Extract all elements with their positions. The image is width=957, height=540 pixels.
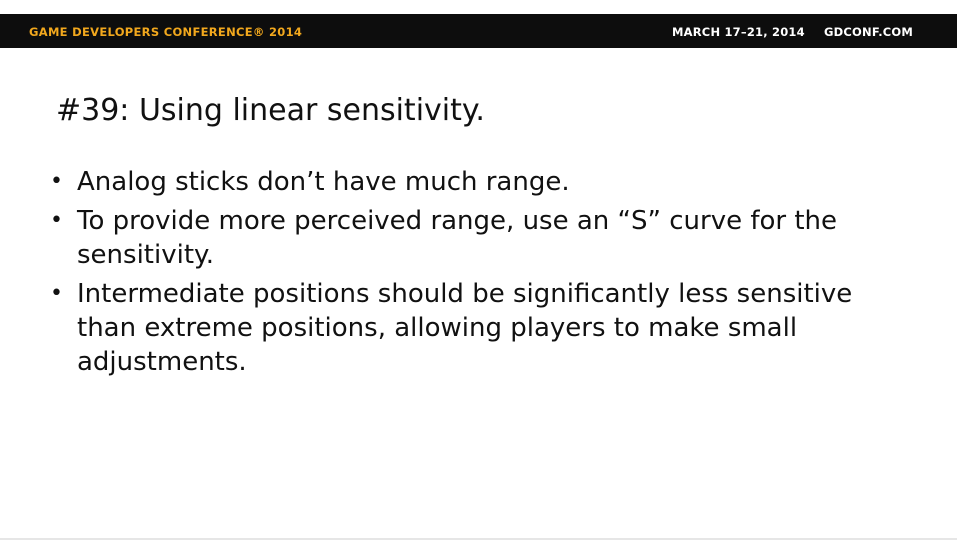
bullet-item: • Analog sticks don’t have much range.: [50, 165, 910, 199]
bullet-text: To provide more perceived range, use an …: [77, 206, 838, 270]
bullet-marker: •: [50, 169, 63, 194]
conference-name: GAME DEVELOPERS CONFERENCE® 2014: [29, 25, 303, 39]
bullet-item: • Intermediate positions should be signi…: [50, 277, 910, 379]
bullet-text: Intermediate positions should be signifi…: [77, 279, 853, 377]
slide-bottom-edge: [0, 538, 957, 540]
conference-header-bar: GAME DEVELOPERS CONFERENCE® 2014 MARCH 1…: [0, 14, 957, 48]
conference-website: GDCONF.COM: [824, 25, 914, 39]
bullet-text: Analog sticks don’t have much range.: [77, 167, 570, 197]
bullet-marker: •: [50, 281, 63, 306]
bullet-list: • Analog sticks don’t have much range. •…: [50, 165, 910, 384]
slide-title: #39: Using linear sensitivity.: [56, 93, 485, 128]
bullet-item: • To provide more perceived range, use a…: [50, 204, 910, 272]
conference-dates: MARCH 17–21, 2014: [672, 25, 805, 39]
bullet-marker: •: [50, 208, 63, 233]
